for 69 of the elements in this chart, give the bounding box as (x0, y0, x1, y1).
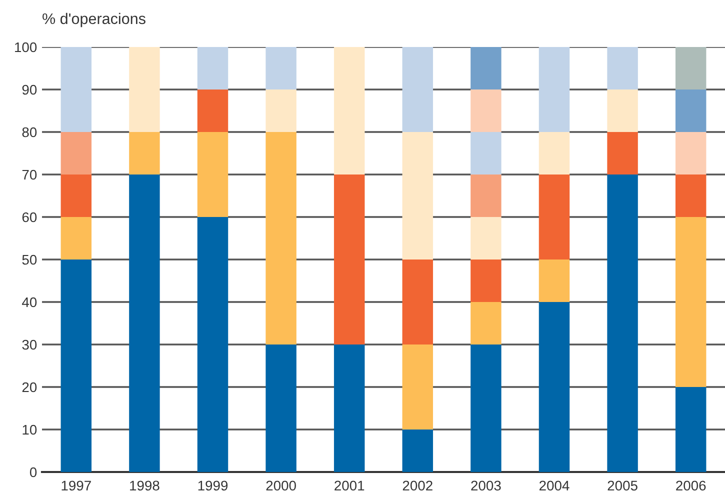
y-tick-label: 70 (22, 170, 37, 180)
bar (538, 174, 570, 260)
x-tick-label: 2004 (540, 480, 570, 491)
bar (402, 132, 434, 260)
bar (470, 302, 502, 344)
y-tick-label: 0 (30, 467, 37, 478)
bar (675, 47, 706, 90)
bar (607, 174, 638, 472)
bar (60, 174, 92, 217)
y-tick-label: 50 (22, 254, 37, 265)
bar (470, 47, 502, 90)
bar (538, 47, 570, 132)
bar (266, 344, 296, 472)
y-tick-label: 10 (22, 424, 37, 435)
bar (538, 302, 570, 472)
bar (470, 344, 502, 472)
bar (538, 132, 570, 174)
bar (538, 260, 570, 302)
bar (402, 260, 434, 344)
bar (470, 217, 502, 260)
bar (60, 47, 92, 132)
bar (402, 344, 434, 430)
y-tick-label: 40 (22, 297, 37, 308)
bar (675, 217, 706, 387)
bar (675, 174, 706, 217)
bar (266, 132, 296, 344)
x-tick-label: 2006 (676, 480, 706, 491)
y-tick-label: 90 (22, 84, 37, 95)
bar (266, 47, 296, 90)
bar (197, 217, 228, 472)
x-tick-label: 2003 (471, 480, 501, 491)
y-axis-title: % d'operacions (42, 12, 146, 28)
y-tick-label: 60 (22, 212, 37, 222)
bar (675, 387, 706, 472)
bar (470, 90, 502, 132)
bar (60, 260, 92, 472)
bar (675, 132, 706, 174)
x-tick-label: 2001 (334, 480, 364, 491)
bar (60, 217, 92, 260)
bar (402, 430, 434, 472)
x-tick-label: 1999 (198, 480, 228, 491)
bar (470, 132, 502, 174)
bar (60, 132, 92, 174)
bar (334, 174, 365, 344)
bar (266, 90, 296, 132)
bar (402, 47, 434, 132)
bar (334, 47, 365, 174)
bar (129, 174, 160, 472)
y-tick-label: 100 (15, 42, 37, 52)
bar (129, 132, 160, 174)
bar (197, 90, 228, 132)
x-tick-label: 2000 (266, 480, 296, 491)
bar (129, 47, 160, 132)
bar (607, 90, 638, 132)
x-tick-label: 1997 (62, 480, 91, 491)
x-tick-label: 2002 (402, 480, 432, 491)
y-tick-label: 80 (22, 127, 37, 138)
x-tick-label: 2005 (608, 480, 638, 491)
bar (197, 47, 228, 90)
bar (197, 132, 228, 217)
bar (470, 174, 502, 217)
y-tick-label: 30 (22, 340, 37, 350)
y-tick-label: 20 (22, 382, 37, 392)
bar (675, 90, 706, 132)
bar (607, 132, 638, 174)
bar (334, 344, 365, 472)
bar (470, 260, 502, 302)
bar (607, 47, 638, 90)
x-tick-label: 1998 (130, 480, 160, 491)
